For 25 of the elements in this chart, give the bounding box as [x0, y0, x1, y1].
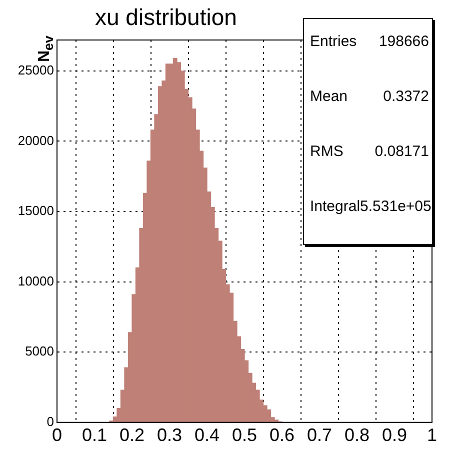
- y-tick-label: 20000: [18, 132, 54, 148]
- annotation: 0.08171: [374, 143, 429, 160]
- y-tick-label: 10000: [18, 273, 54, 288]
- y-tick-label: 0: [46, 414, 54, 429]
- x-tick-label: 0.6: [269, 425, 295, 446]
- annotation: 0.3372: [383, 88, 429, 105]
- annotation: 5.531e+05: [360, 198, 432, 215]
- x-tick-label: 0.1: [82, 425, 108, 446]
- annotation: 198666: [378, 33, 429, 50]
- x-tick-label: 0.9: [382, 425, 408, 446]
- x-tick-label: 0.7: [306, 425, 332, 446]
- x-tick-label: 0.5: [232, 425, 258, 446]
- annotation: Mean: [310, 88, 348, 105]
- annotation: Entries: [310, 33, 357, 50]
- y-tick-label: 25000: [18, 62, 54, 78]
- annotation: RMS: [310, 143, 344, 160]
- y-tick-label: 15000: [18, 203, 54, 218]
- y-tick-label: 5000: [25, 344, 54, 359]
- x-tick-label: 0.2: [119, 425, 145, 446]
- chart-title: xu distribution: [95, 4, 237, 31]
- x-tick-label: 1: [426, 425, 438, 446]
- x-tick-label: 0.4: [194, 425, 220, 446]
- annotation: Integral: [310, 198, 360, 215]
- x-tick-label: 0.3: [156, 425, 182, 446]
- x-tick-label: 0.8: [344, 425, 370, 446]
